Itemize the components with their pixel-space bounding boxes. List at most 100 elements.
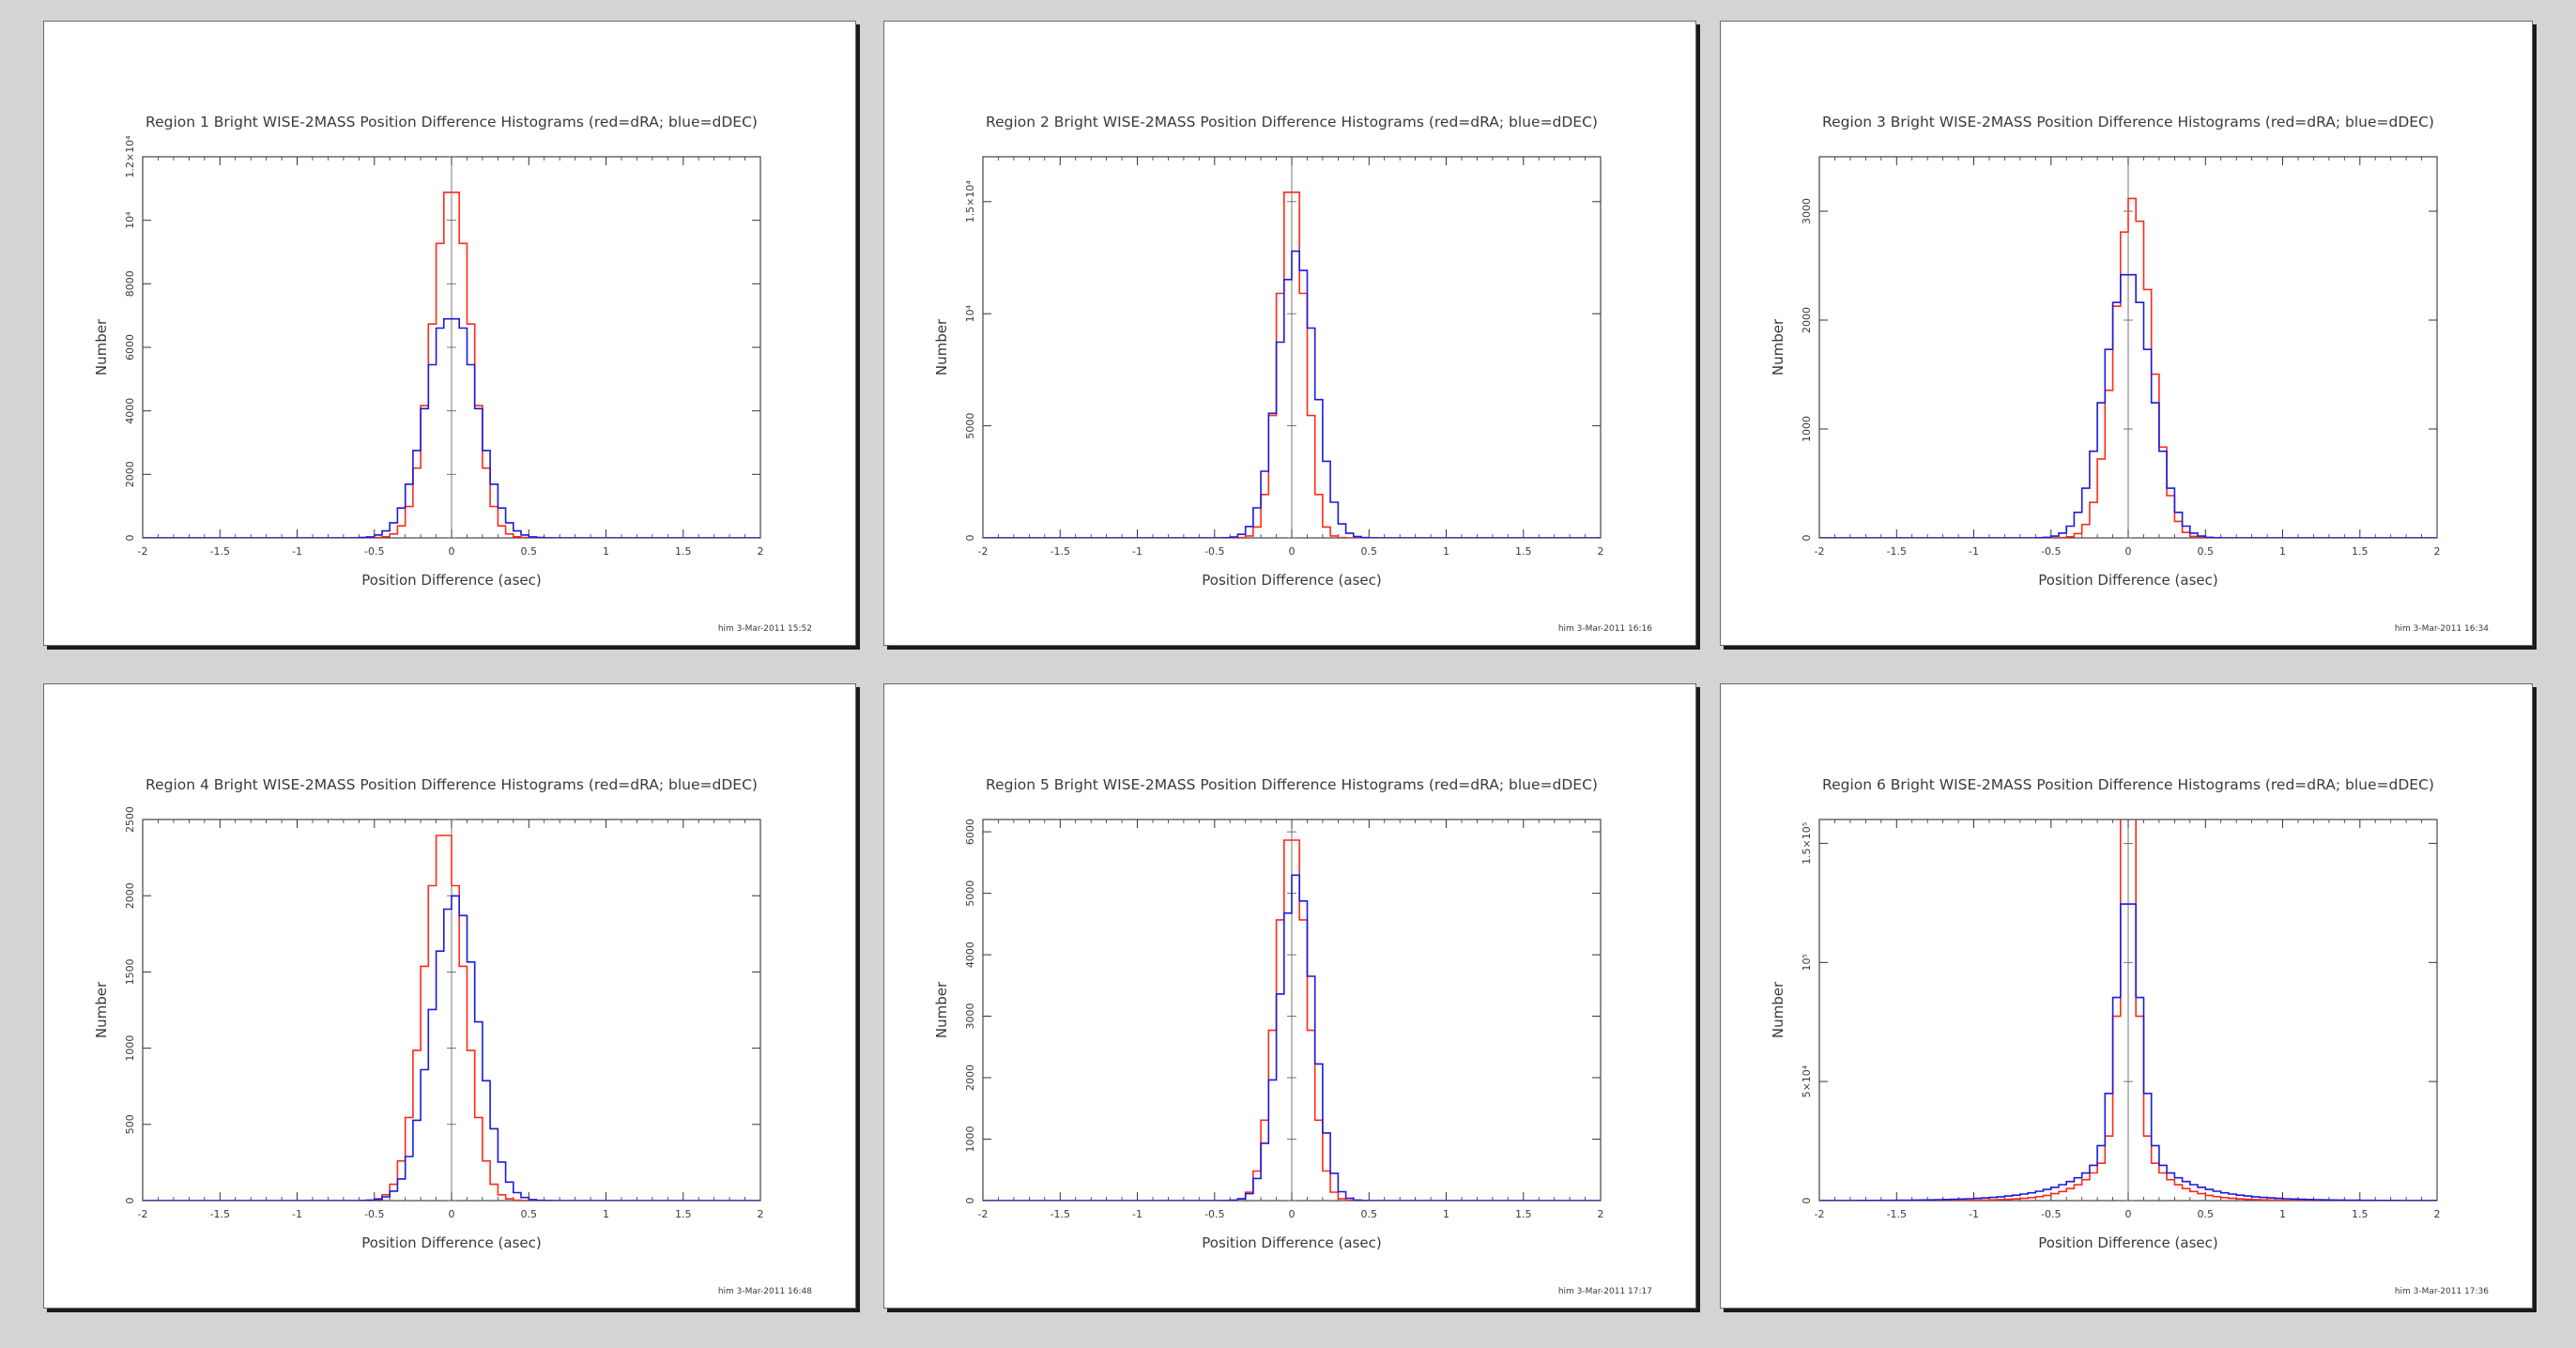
x-tick-label: 1.5 (1515, 545, 1532, 558)
x-tick-label: -2 (1815, 1208, 1825, 1220)
y-tick-label: 8000 (124, 270, 136, 297)
x-tick-label: -1 (1969, 545, 1979, 558)
x-tick-label: 0.5 (1361, 545, 1378, 558)
y-tick-label: 0 (1801, 535, 1813, 542)
x-tick-label: -1.5 (210, 1208, 230, 1220)
x-tick-label: -1 (1132, 545, 1142, 558)
x-tick-label: -1.5 (1050, 545, 1070, 558)
histogram-panel-region-6: Region 6 Bright WISE-2MASS Position Diff… (1720, 683, 2533, 1309)
series-ddec-histogram (143, 895, 760, 1201)
x-tick-label: -0.5 (2041, 545, 2061, 558)
x-tick-label: -1 (292, 1208, 302, 1220)
plot-footer-stamp: him 3-Mar-2011 16:16 (1558, 624, 1652, 634)
x-tick-label: 1 (603, 1208, 609, 1220)
y-axis-label: Number (1770, 318, 1786, 375)
x-tick-label: 1 (603, 545, 609, 558)
x-tick-label: 0 (449, 545, 455, 558)
series-dra-histogram (1819, 820, 2437, 1201)
histogram-svg: Region 4 Bright WISE-2MASS Position Diff… (93, 776, 812, 1296)
x-tick-label: -0.5 (1204, 545, 1224, 558)
x-tick-label: 1.5 (675, 1208, 692, 1220)
y-tick-label: 6000 (964, 819, 976, 845)
y-tick-label: 0 (964, 1198, 976, 1204)
x-tick-label: -1 (1969, 1208, 1979, 1220)
histogram-svg: Region 3 Bright WISE-2MASS Position Diff… (1770, 114, 2489, 634)
x-axis-label: Position Difference (asec) (361, 572, 541, 589)
plot-footer-stamp: him 3-Mar-2011 15:52 (718, 624, 812, 634)
x-tick-label: 1 (1443, 1208, 1449, 1220)
histogram-panel-region-1: Region 1 Bright WISE-2MASS Position Diff… (43, 21, 856, 646)
chart-title: Region 6 Bright WISE-2MASS Position Diff… (1822, 776, 2434, 793)
x-axis-label: Position Difference (asec) (1202, 1234, 1381, 1251)
y-tick-label: 5000 (964, 413, 976, 439)
y-tick-label: 5000 (964, 881, 976, 907)
x-tick-label: 2 (758, 545, 764, 558)
histogram-svg: Region 1 Bright WISE-2MASS Position Diff… (93, 114, 812, 634)
series-dra-histogram (143, 191, 760, 538)
x-tick-label: -1 (1132, 1208, 1142, 1220)
plot-footer-stamp: him 3-Mar-2011 17:17 (1558, 1287, 1652, 1296)
chart-title: Region 3 Bright WISE-2MASS Position Diff… (1822, 114, 2434, 130)
y-tick-label: 10⁴ (964, 304, 976, 322)
plot-footer-stamp: him 3-Mar-2011 16:34 (2395, 624, 2489, 634)
y-tick-label: 4000 (964, 942, 976, 968)
series-dra-histogram (983, 191, 1601, 538)
x-tick-label: 1.5 (2352, 1208, 2369, 1220)
x-axis-label: Position Difference (asec) (2038, 1234, 2217, 1251)
histogram-svg: Region 5 Bright WISE-2MASS Position Diff… (933, 776, 1652, 1296)
series-ddec-histogram (143, 317, 760, 538)
histogram-panel-region-5: Region 5 Bright WISE-2MASS Position Diff… (883, 683, 1696, 1309)
series-dra-histogram (1819, 197, 2437, 538)
y-tick-label: 10⁴ (124, 211, 136, 229)
series-ddec-histogram (983, 874, 1601, 1201)
x-tick-label: 0.5 (2198, 1208, 2215, 1220)
series-dra-histogram (983, 839, 1601, 1201)
y-tick-label: 2000 (964, 1065, 976, 1091)
x-tick-label: -1.5 (1887, 1208, 1907, 1220)
x-tick-label: -2 (978, 1208, 989, 1220)
x-tick-label: 1.5 (675, 545, 692, 558)
x-axis-label: Position Difference (asec) (2038, 572, 2217, 589)
y-tick-label: 500 (124, 1114, 136, 1134)
y-tick-label: 0 (124, 1198, 136, 1204)
x-tick-label: -2 (978, 545, 989, 558)
series-ddec-histogram (1819, 903, 2437, 1201)
series-ddec-histogram (1819, 273, 2437, 538)
y-axis-label: Number (933, 318, 950, 375)
x-tick-label: 1 (2279, 545, 2286, 558)
y-tick-label: 0 (1801, 1198, 1813, 1204)
x-tick-label: 0.5 (2198, 545, 2215, 558)
chart-title: Region 1 Bright WISE-2MASS Position Diff… (146, 114, 758, 130)
chart-title: Region 4 Bright WISE-2MASS Position Diff… (146, 776, 758, 793)
x-tick-label: -1.5 (1887, 545, 1907, 558)
y-tick-label: 4000 (124, 398, 136, 424)
y-tick-label: 2500 (124, 806, 136, 833)
y-tick-label: 2000 (124, 882, 136, 909)
x-tick-label: 2 (758, 1208, 764, 1220)
x-tick-label: 0 (1289, 545, 1296, 558)
x-tick-label: -1.5 (1050, 1208, 1070, 1220)
x-tick-label: 0.5 (1361, 1208, 1378, 1220)
x-tick-label: -0.5 (364, 545, 384, 558)
x-axis-label: Position Difference (asec) (1202, 572, 1381, 589)
y-tick-label: 2000 (124, 461, 136, 487)
x-tick-label: 0.5 (521, 545, 538, 558)
histogram-panel-region-4: Region 4 Bright WISE-2MASS Position Diff… (43, 683, 856, 1309)
x-tick-label: -2 (138, 545, 148, 558)
x-tick-label: -0.5 (364, 1208, 384, 1220)
y-tick-label: 1000 (124, 1035, 136, 1062)
y-axis-label: Number (933, 981, 950, 1038)
x-tick-label: 0 (449, 1208, 455, 1220)
y-tick-label: 3000 (964, 1003, 976, 1030)
x-tick-label: -2 (1815, 545, 1825, 558)
y-tick-label: 1000 (1801, 416, 1813, 442)
x-tick-label: -0.5 (1204, 1208, 1224, 1220)
x-tick-label: 2 (1598, 545, 1604, 558)
y-tick-label: 0 (124, 535, 136, 542)
chart-title: Region 2 Bright WISE-2MASS Position Diff… (986, 114, 1598, 130)
histogram-svg: Region 2 Bright WISE-2MASS Position Diff… (933, 114, 1652, 634)
y-tick-label: 1.5×10⁴ (964, 180, 976, 223)
series-dra-histogram (143, 835, 760, 1201)
x-tick-label: -0.5 (2041, 1208, 2061, 1220)
y-tick-label: 1000 (964, 1126, 976, 1153)
